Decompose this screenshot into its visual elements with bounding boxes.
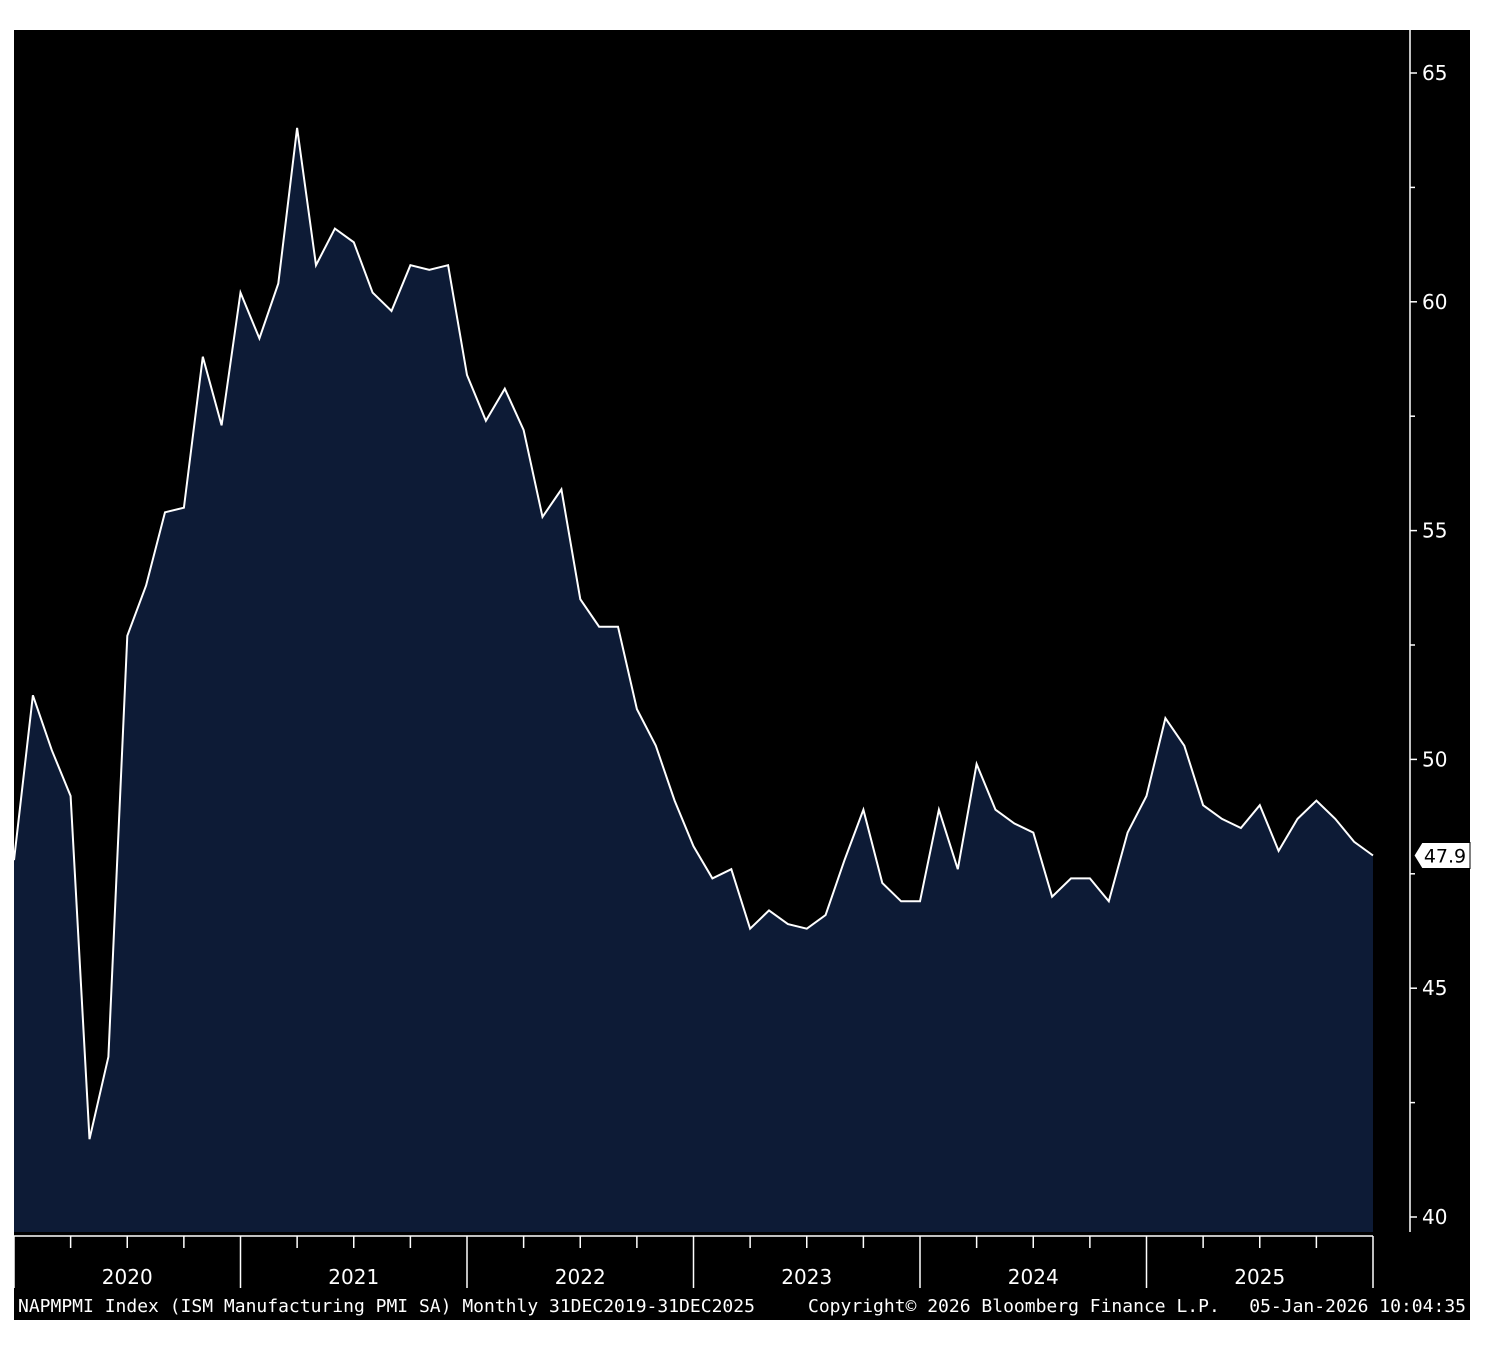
footer-description: NAPMPMI Index (ISM Manufacturing PMI SA)… bbox=[18, 1296, 755, 1317]
footer-timestamp: 05-Jan-2026 10:04:35 bbox=[1249, 1296, 1466, 1317]
y-tick-label: 40 bbox=[1422, 1205, 1447, 1229]
y-tick-label: 55 bbox=[1422, 519, 1447, 543]
footer-copyright: Copyright© 2026 Bloomberg Finance L.P. bbox=[808, 1296, 1220, 1317]
x-year-label: 2024 bbox=[1008, 1265, 1059, 1289]
x-year-label: 2020 bbox=[102, 1265, 153, 1289]
x-year-label: 2025 bbox=[1234, 1265, 1285, 1289]
x-year-label: 2021 bbox=[328, 1265, 379, 1289]
y-tick-label: 50 bbox=[1422, 747, 1447, 771]
y-tick-label: 65 bbox=[1422, 61, 1447, 85]
y-tick-label: 60 bbox=[1422, 290, 1447, 314]
x-year-label: 2022 bbox=[555, 1265, 606, 1289]
last-value-label: 47.9 bbox=[1424, 845, 1466, 867]
x-year-label: 2023 bbox=[781, 1265, 832, 1289]
y-tick-label: 45 bbox=[1422, 976, 1447, 1000]
